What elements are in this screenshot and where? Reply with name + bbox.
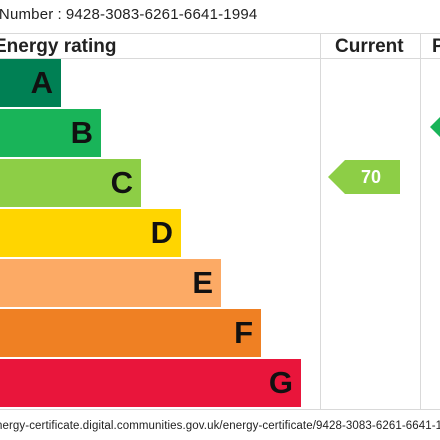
table-bottom-border [0, 409, 440, 410]
rating-band-e: E [0, 259, 221, 307]
potential-column-divider [420, 34, 421, 410]
table-top-border [0, 33, 440, 34]
potential-rating-arrow [430, 110, 440, 144]
certificate-url: nergy-certificate.digital.communities.go… [0, 420, 440, 432]
certificate-number-separator: : [57, 6, 62, 23]
current-rating-score: 70 [360, 167, 382, 187]
rating-band-f: F [0, 309, 261, 357]
rating-band-letter: C [110, 165, 133, 200]
rating-band-letter: B [70, 115, 93, 150]
rating-band-letter: E [192, 265, 213, 300]
current-rating-arrow-shape [328, 160, 400, 194]
rating-band-a: A [0, 59, 61, 107]
certificate-number-value: 9428-3083-6261-6641-1994 [65, 6, 258, 23]
table-header-divider [0, 58, 440, 59]
rating-band-letter: A [30, 65, 53, 100]
certificate-number-line: e Number:9428-3083-6261-6641-1994 [0, 6, 257, 23]
potential-header: P [432, 36, 440, 57]
rating-band-letter: D [150, 215, 173, 250]
rating-band-g: G [0, 359, 301, 407]
rating-band-letter: F [234, 315, 253, 350]
current-rating-arrow: 70 [328, 160, 400, 194]
rating-band-b: B [0, 109, 101, 157]
certificate-number-label: e Number [0, 6, 54, 23]
rating-band-letter: G [268, 365, 293, 400]
current-column-divider [320, 34, 321, 410]
energy-rating-header: Energy rating [0, 36, 117, 57]
potential-rating-arrow-shape [430, 117, 440, 137]
current-header: Current [335, 36, 404, 57]
rating-band-c: C [0, 159, 141, 207]
rating-band-d: D [0, 209, 181, 257]
